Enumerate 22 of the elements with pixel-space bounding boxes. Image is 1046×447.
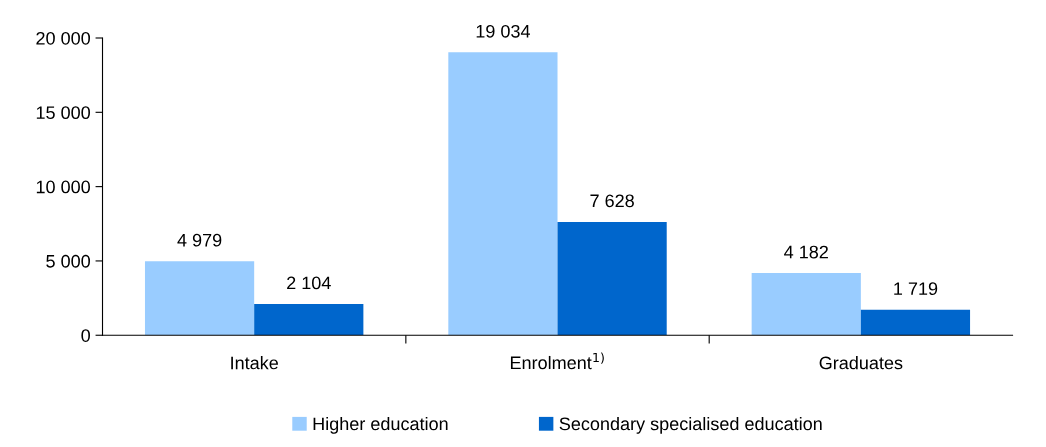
y-tick-label: 5 000 [46, 254, 90, 268]
legend-label: Higher education [313, 416, 448, 434]
y-tick-label: 20 000 [36, 31, 90, 45]
y-tick-label: 0 [81, 329, 90, 342]
data-label: 4 979 [177, 233, 222, 247]
data-label: 2 104 [287, 276, 331, 290]
x-tick-label: Graduates [819, 356, 903, 370]
x-tick-label: Intake [231, 356, 278, 370]
x-tick-label: Enrolment$^{1)}$ [510, 352, 604, 370]
bar [860, 309, 971, 336]
y-tick-label: 10 000 [36, 180, 90, 194]
bar [448, 52, 558, 336]
y-tick-label: 15 000 [36, 106, 90, 120]
bar [144, 261, 255, 336]
legend-label: Secondary specialised education [559, 416, 822, 434]
bar [254, 303, 364, 336]
data-label: 19 034 [476, 24, 530, 38]
bar [557, 221, 667, 336]
data-label: 7 628 [590, 194, 634, 208]
data-label: 4 182 [784, 245, 828, 259]
data-label: 1 719 [894, 282, 938, 296]
bar [751, 273, 861, 336]
